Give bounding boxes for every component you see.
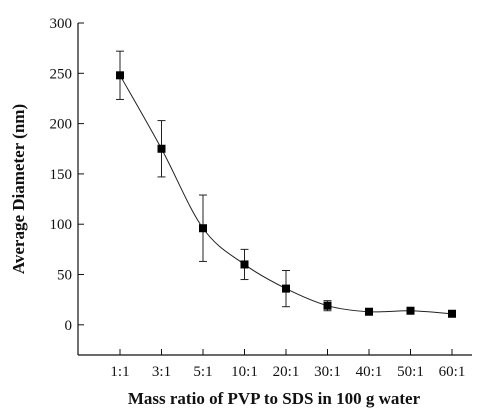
x-tick-label: 1:1: [110, 364, 129, 380]
x-axis-ticks: 1:1 3:1 5:1 10:1 20:1 30:1 40:1 50:1 60:1: [110, 349, 465, 380]
y-tick-label: 0: [65, 318, 73, 334]
error-bars: [116, 50, 332, 312]
y-tick-label: 50: [57, 268, 72, 284]
data-point: [365, 307, 373, 316]
data-point: [199, 224, 207, 233]
x-tick-label: 5:1: [193, 364, 212, 380]
x-tick-label: 10:1: [231, 364, 258, 380]
x-axis-title: Mass ratio of PVP to SDS in 100 g water: [128, 389, 421, 408]
y-tick-label: 200: [50, 117, 73, 133]
plot-frame-group: [77, 23, 472, 356]
x-tick-label: 60:1: [439, 364, 466, 380]
data-markers: [116, 71, 456, 318]
data-point: [406, 306, 415, 315]
data-point: [448, 309, 456, 318]
y-tick-label: 100: [50, 217, 73, 233]
y-tick-label: 300: [50, 16, 73, 32]
y-axis-ticks: 0 50 100 150 200 250 300: [50, 16, 84, 334]
x-tick-label: 50:1: [397, 364, 424, 380]
x-tick-label: 40:1: [356, 364, 383, 380]
x-tick-label: 3:1: [152, 364, 171, 380]
data-point: [282, 284, 290, 293]
y-axis-title: Average Diameter (nm): [9, 104, 28, 274]
x-tick-label: 20:1: [273, 364, 300, 380]
y-tick-label: 250: [50, 66, 73, 82]
data-point: [157, 144, 166, 153]
data-point: [240, 260, 249, 269]
data-point: [116, 71, 124, 80]
series-line: [119, 75, 453, 315]
x-tick-label: 30:1: [314, 364, 341, 380]
data-point: [323, 301, 332, 310]
y-tick-label: 150: [50, 167, 73, 183]
